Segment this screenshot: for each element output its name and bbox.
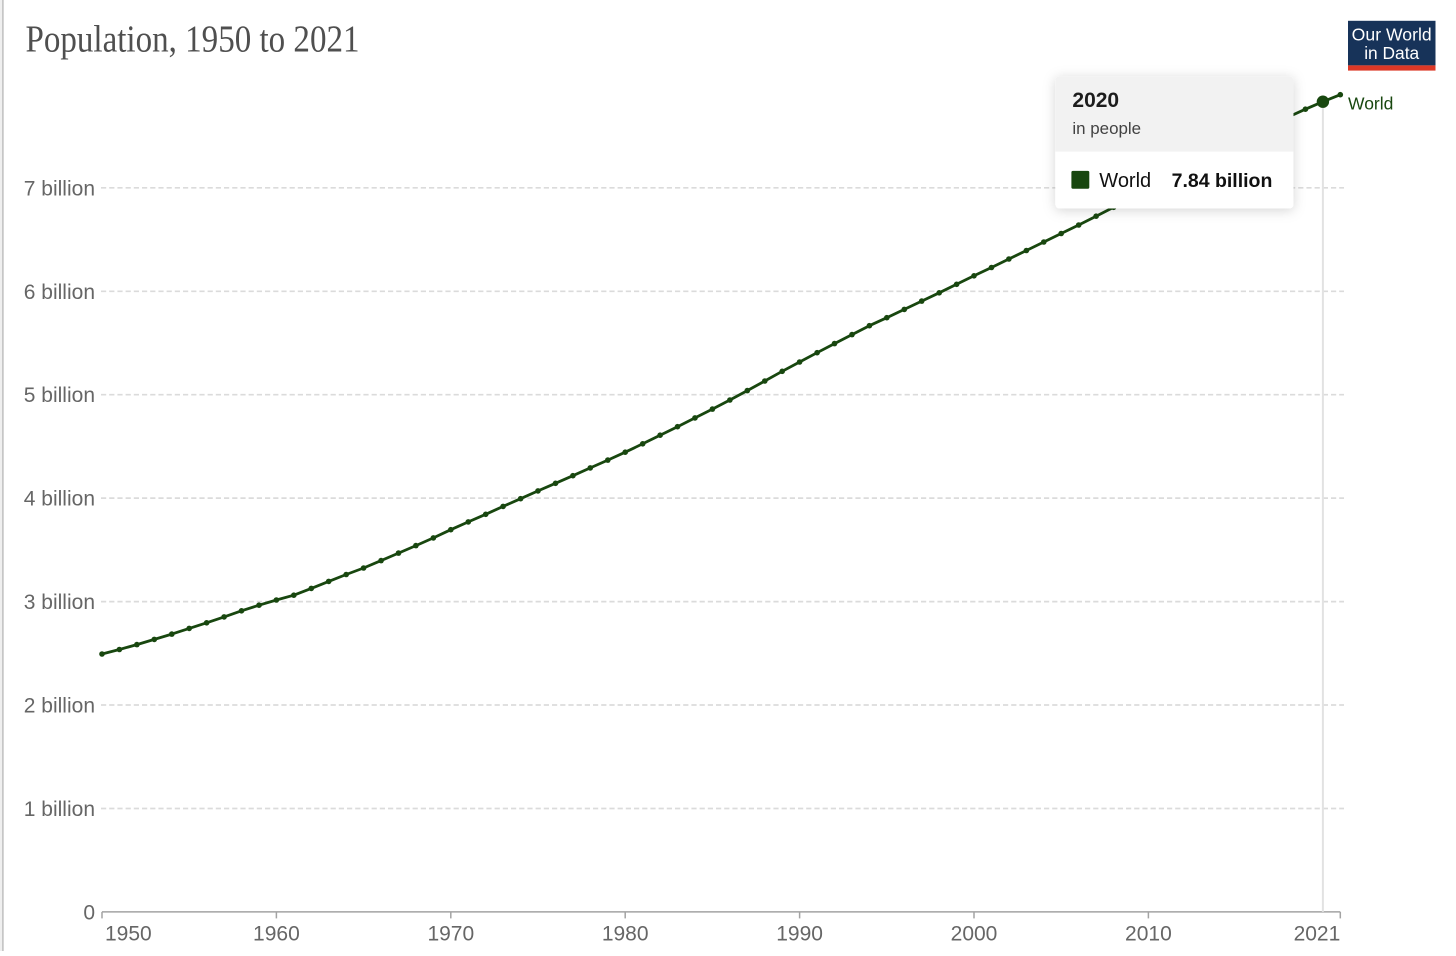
svg-text:1 billion: 1 billion [24, 798, 95, 821]
svg-text:7 billion: 7 billion [24, 177, 95, 200]
svg-text:1950: 1950 [105, 923, 152, 946]
svg-text:1970: 1970 [427, 923, 474, 946]
svg-text:2021: 2021 [1294, 923, 1341, 946]
svg-text:in Data: in Data [1364, 43, 1419, 63]
svg-text:World: World [1348, 93, 1393, 113]
svg-text:Population, 1950 to 2021: Population, 1950 to 2021 [26, 19, 360, 61]
svg-text:Our World: Our World [1352, 24, 1432, 44]
svg-text:World: World [1099, 170, 1151, 192]
svg-text:2000: 2000 [951, 923, 998, 946]
svg-text:0: 0 [83, 901, 95, 924]
svg-text:3 billion: 3 billion [24, 591, 95, 614]
svg-text:6 billion: 6 billion [24, 281, 95, 304]
svg-text:4 billion: 4 billion [24, 488, 95, 511]
svg-text:5 billion: 5 billion [24, 384, 95, 407]
svg-text:1980: 1980 [602, 923, 649, 946]
svg-text:2 billion: 2 billion [24, 695, 95, 718]
svg-text:2020: 2020 [1072, 89, 1119, 112]
svg-text:1960: 1960 [253, 923, 300, 946]
svg-text:7.84 billion: 7.84 billion [1172, 170, 1273, 192]
svg-text:1990: 1990 [776, 923, 823, 946]
svg-text:2010: 2010 [1125, 923, 1172, 946]
svg-text:in people: in people [1072, 119, 1141, 138]
